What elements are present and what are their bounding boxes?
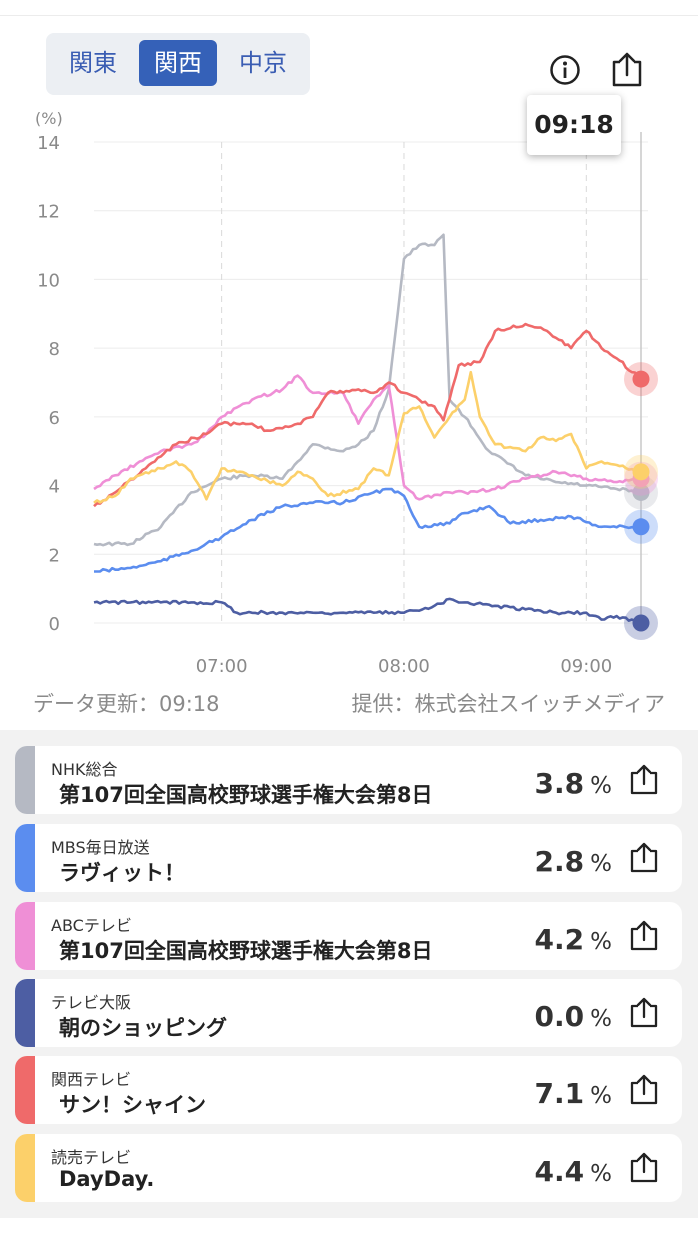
station-name: MBS毎日放送 — [51, 838, 150, 857]
y-tick-label: 12 — [37, 202, 60, 223]
rating-number: 2.8 — [534, 845, 585, 878]
rating-number: 4.2 — [534, 923, 585, 956]
station-card[interactable]: NHK総合第107回全国高校野球選手権大会第8日 3.8% — [15, 746, 682, 814]
station-card[interactable]: MBS毎日放送ラヴィット！ 2.8% — [15, 824, 682, 892]
tab-kansai[interactable]: 関西 — [139, 40, 217, 86]
time-tooltip: 09:18 — [527, 95, 621, 155]
station-card[interactable]: 関西テレビサン！シャイン 7.1% — [15, 1056, 682, 1124]
rating-number: 4.4 — [534, 1155, 585, 1188]
station-color-stripe — [15, 1056, 35, 1124]
series-end-marker — [632, 518, 650, 536]
rating-value: 4.2% — [535, 923, 612, 956]
rating-unit: % — [590, 929, 612, 955]
rating-value: 4.4% — [535, 1155, 612, 1188]
series-end-marker — [632, 483, 650, 501]
x-tick-label: 09:00 — [560, 656, 612, 677]
program-title: ラヴィット！ — [59, 861, 185, 885]
region-tabs: 関東 関西 中京 — [46, 33, 310, 95]
rating-unit: % — [590, 851, 612, 877]
y-tick-label: 14 — [37, 133, 60, 154]
station-card[interactable]: テレビ大阪朝のショッピング 0.0% — [15, 979, 682, 1047]
rating-number: 0.0 — [534, 1000, 585, 1033]
station-color-stripe — [15, 824, 35, 892]
share-icon[interactable] — [628, 840, 660, 874]
y-tick-label: 8 — [49, 339, 60, 360]
rating-unit: % — [590, 773, 612, 799]
y-tick-label: 0 — [49, 614, 60, 635]
rating-value: 7.1% — [535, 1077, 612, 1110]
rating-number: 3.8 — [534, 767, 585, 800]
program-title: 第107回全国高校野球選手権大会第8日 — [59, 939, 433, 963]
program-title: 朝のショッピング — [59, 1016, 227, 1040]
station-card[interactable]: 読売テレビ DayDay. 4.4% — [15, 1134, 682, 1202]
y-axis-unit: (%) — [35, 109, 63, 128]
station-color-stripe — [15, 1134, 35, 1202]
rating-unit: % — [590, 1161, 612, 1187]
share-icon[interactable] — [628, 918, 660, 952]
series-line — [93, 370, 642, 504]
tab-kanto[interactable]: 関東 — [69, 49, 117, 77]
station-name: 読売テレビ — [51, 1148, 132, 1167]
program-title: DayDay. — [59, 1167, 155, 1191]
rating-value: 3.8% — [535, 767, 612, 800]
share-icon[interactable] — [628, 995, 660, 1029]
y-tick-label: 4 — [49, 477, 60, 498]
y-tick-label: 10 — [37, 270, 60, 291]
series-end-marker — [632, 463, 650, 481]
tab-chukyo[interactable]: 中京 — [239, 49, 287, 77]
rating-value: 0.0% — [535, 1000, 612, 1033]
series-end-marker — [632, 370, 650, 388]
station-color-stripe — [15, 746, 35, 814]
data-updated-label: データ更新：09:18 — [33, 692, 220, 716]
info-icon[interactable] — [548, 53, 582, 87]
program-title: サン！シャイン — [59, 1093, 206, 1117]
share-icon[interactable] — [628, 762, 660, 796]
rating-unit: % — [590, 1006, 612, 1032]
ratings-chart: 0 2 4 6 8 10 12 14 (%) 07:00 08:00 09:00 — [35, 109, 658, 677]
series-line — [93, 322, 642, 508]
program-title: 第107回全国高校野球選手権大会第8日 — [59, 783, 433, 807]
series-end-marker — [632, 614, 650, 632]
share-icon[interactable] — [628, 1150, 660, 1184]
share-icon[interactable] — [628, 1072, 660, 1106]
y-tick-label: 6 — [49, 408, 60, 429]
provider-label: 提供：株式会社スイッチメディア — [351, 692, 665, 716]
y-tick-label: 2 — [49, 545, 60, 566]
station-name: 関西テレビ — [51, 1070, 132, 1089]
station-name: テレビ大阪 — [51, 993, 132, 1012]
x-tick-label: 07:00 — [196, 656, 248, 677]
station-name: NHK総合 — [51, 760, 118, 779]
x-tick-label: 08:00 — [378, 656, 430, 677]
station-card[interactable]: ABCテレビ第107回全国高校野球選手権大会第8日 4.2% — [15, 902, 682, 970]
rating-value: 2.8% — [535, 845, 612, 878]
station-color-stripe — [15, 902, 35, 970]
station-list: NHK総合 第107回全国高校野球選手権大会第8日 3.8% MBS毎日放送 ラヴィット… — [0, 730, 698, 1218]
series-line — [93, 374, 641, 501]
station-name: ABCテレビ — [51, 916, 132, 935]
rating-number: 7.1 — [534, 1077, 585, 1110]
rating-unit: % — [590, 1083, 612, 1109]
series-line — [93, 233, 642, 547]
series-line — [93, 597, 642, 625]
top-divider — [0, 15, 698, 16]
share-icon[interactable] — [609, 50, 645, 88]
series-line — [94, 487, 642, 573]
station-color-stripe — [15, 979, 35, 1047]
